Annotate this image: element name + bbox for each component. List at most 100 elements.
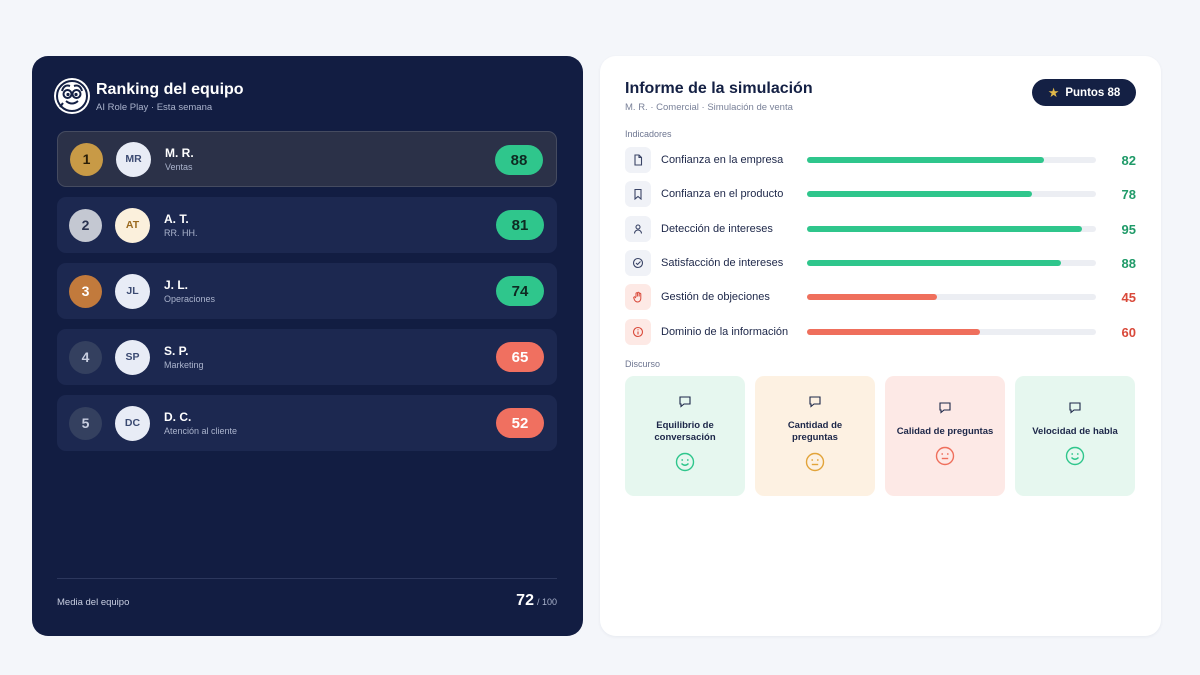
team-average-score: 72/ 100 — [516, 592, 557, 610]
discourse-label: Discurso — [625, 359, 661, 369]
indicator-bar-track — [807, 191, 1096, 197]
footer-divider — [57, 578, 557, 579]
report-subtitle: M. R. · Comercial · Simulación de venta — [625, 102, 793, 113]
member-name: M. R. — [165, 146, 194, 160]
discourse-title: Velocidad de habla — [1032, 426, 1118, 437]
rank-position-badge: 1 — [70, 142, 103, 176]
ranking-row[interactable]: 5 DC D. C. Atención al cliente 52 — [57, 395, 557, 451]
member-department: Atención al cliente — [164, 426, 238, 436]
ranking-row[interactable]: 3 JL J. L. Operaciones 74 — [57, 263, 557, 319]
chat-bubble-icon — [938, 401, 952, 420]
indicator-label: Satisfacción de intereses — [661, 257, 784, 269]
star-icon: ★ — [1047, 84, 1060, 100]
ranking-row[interactable]: 4 SP S. P. Marketing 65 — [57, 329, 557, 385]
avatar: DC — [115, 405, 150, 441]
avatar: AT — [115, 207, 150, 243]
report-title: Informe de la simulación — [625, 80, 813, 97]
document-icon — [625, 147, 651, 173]
indicator-row: Detección de intereses 95 — [625, 216, 1136, 242]
bookmark-icon — [625, 181, 651, 207]
rank-position-badge: 5 — [69, 406, 102, 440]
member-name: A. T. — [164, 212, 189, 226]
hand-icon — [625, 284, 651, 310]
indicator-row: Satisfacción de intereses 88 — [625, 250, 1136, 276]
member-department: RR. HH. — [164, 228, 198, 238]
member-department: Ventas — [165, 162, 193, 172]
team-average-total: / 100 — [536, 597, 557, 607]
discourse-title: Cantidad de preguntas — [787, 420, 843, 443]
indicator-bar-fill — [807, 329, 981, 335]
indicator-label: Gestión de objeciones — [661, 291, 770, 303]
check-circle-icon — [625, 250, 651, 276]
indicator-bar-track — [807, 157, 1096, 163]
neutral-face-icon — [935, 446, 955, 471]
member-score-badge: 81 — [496, 210, 544, 240]
person-icon — [625, 216, 651, 242]
chat-bubble-icon — [678, 395, 692, 414]
indicator-row: Dominio de la información 60 — [625, 319, 1136, 345]
indicator-bar-fill — [807, 157, 1044, 163]
indicator-bar-fill — [807, 191, 1033, 197]
member-name: D. C. — [164, 410, 192, 424]
discourse-card[interactable]: Calidad de preguntas — [885, 376, 1005, 496]
ranking-row[interactable]: 1 MR M. R. Ventas 88 — [57, 131, 557, 187]
avatar: SP — [115, 339, 150, 375]
indicator-label: Detección de intereses — [661, 223, 773, 235]
indicators-label: Indicadores — [625, 129, 672, 139]
member-name: J. L. — [164, 278, 189, 292]
indicator-bar-fill — [807, 260, 1062, 266]
member-department: Operaciones — [164, 294, 216, 304]
happy-face-icon — [1065, 446, 1085, 471]
chat-bubble-icon — [808, 395, 822, 414]
mascot-logo-icon — [54, 78, 90, 114]
indicator-bar-track — [807, 329, 1096, 335]
discourse-title: Calidad de preguntas — [896, 426, 994, 437]
discourse-card[interactable]: Velocidad de habla — [1015, 376, 1135, 496]
indicator-bar-track — [807, 294, 1096, 300]
indicator-label: Confianza en el producto — [661, 188, 784, 200]
ranking-header: Ranking del equipo AI Role Play · Esta s… — [54, 78, 244, 114]
indicator-value: 45 — [1121, 289, 1136, 305]
indicator-row: Confianza en el producto 78 — [625, 181, 1136, 207]
rank-position-badge: 4 — [69, 340, 102, 374]
discourse-card[interactable]: Cantidad de preguntas — [755, 376, 875, 496]
indicator-bar-track — [807, 226, 1096, 232]
ranking-subtitle: AI Role Play · Esta semana — [96, 101, 213, 113]
avatar: JL — [115, 273, 150, 309]
discourse-card[interactable]: Equilibrio de conversación — [625, 376, 745, 496]
indicator-value: 95 — [1121, 221, 1136, 237]
info-icon — [625, 319, 651, 345]
member-score-badge: 74 — [496, 276, 544, 306]
member-name: S. P. — [164, 344, 189, 358]
neutral-face-icon — [805, 452, 825, 477]
indicator-value: 88 — [1121, 255, 1136, 271]
member-department: Marketing — [164, 360, 204, 370]
rank-position-badge: 2 — [69, 208, 102, 242]
indicator-value: 82 — [1121, 152, 1136, 168]
ranking-title: Ranking del equipo — [96, 80, 244, 98]
member-score-badge: 65 — [496, 342, 544, 372]
simulation-report-panel: Informe de la simulación M. R. · Comerci… — [600, 56, 1161, 636]
ranking-list: 1 MR M. R. Ventas 88 2 AT A. T. RR. HH. … — [57, 131, 557, 461]
member-score-badge: 52 — [496, 408, 544, 438]
ranking-panel: Ranking del equipo AI Role Play · Esta s… — [32, 56, 583, 636]
points-label: Puntos 88 — [1065, 86, 1121, 99]
indicator-bar-track — [807, 260, 1096, 266]
member-score-badge: 88 — [495, 145, 543, 175]
indicator-value: 78 — [1121, 186, 1136, 202]
happy-face-icon — [675, 452, 695, 477]
avatar: MR — [116, 141, 151, 177]
indicator-row: Confianza en la empresa 82 — [625, 147, 1136, 173]
discourse-title: Equilibrio de conversación — [654, 420, 716, 443]
indicator-label: Dominio de la información — [661, 326, 789, 338]
rank-position-badge: 3 — [69, 274, 102, 308]
ranking-row[interactable]: 2 AT A. T. RR. HH. 81 — [57, 197, 557, 253]
indicator-bar-fill — [807, 294, 938, 300]
indicator-row: Gestión de objeciones 45 — [625, 284, 1136, 310]
points-badge[interactable]: ★ Puntos 88 — [1032, 79, 1136, 106]
indicator-value: 60 — [1121, 324, 1136, 340]
team-average-label: Media del equipo — [57, 597, 130, 608]
indicator-label: Confianza en la empresa — [661, 154, 784, 166]
chat-bubble-icon — [1068, 401, 1082, 420]
indicator-bar-fill — [807, 226, 1082, 232]
